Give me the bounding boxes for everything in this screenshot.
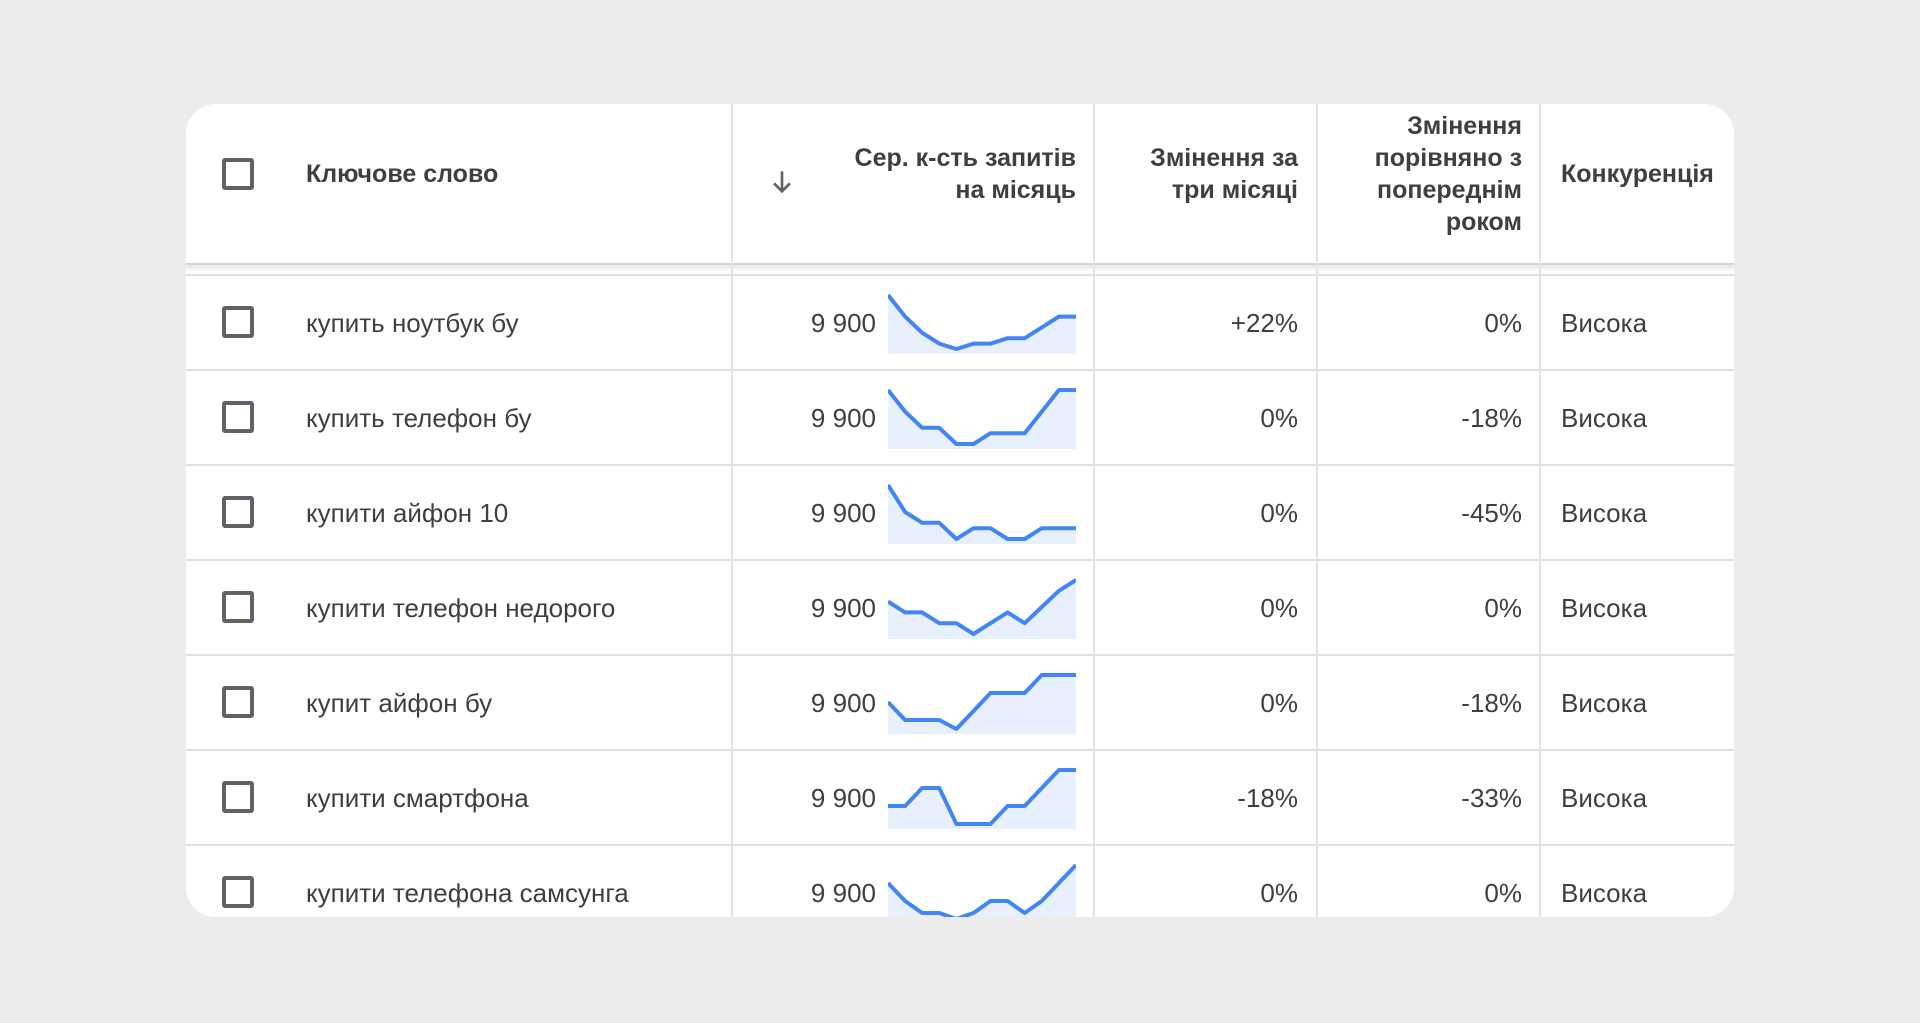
sparkline-line — [888, 483, 1076, 541]
three-month-change-cell: 0% — [1260, 498, 1298, 528]
yoy-change-cell: 0% — [1484, 878, 1522, 908]
avg-searches-cell: 9 900 — [810, 783, 876, 813]
avg-searches-cell: 9 900 — [810, 878, 876, 908]
table-row[interactable]: купити телефона самсунга 9 900 0% 0% Вис… — [186, 844, 1734, 917]
keyword-cell: купить ноутбук бу — [306, 308, 519, 338]
competition-cell: Висока — [1561, 403, 1648, 433]
trend-sparkline — [888, 293, 1076, 354]
table-row[interactable]: купити смартфона 9 900 -18% -33% Висока — [186, 749, 1734, 843]
yoy-change-cell: -33% — [1461, 783, 1522, 813]
three-month-change-cell: +22% — [1230, 308, 1298, 338]
sparkline-area — [888, 580, 1076, 639]
avg-searches-cell: 9 900 — [810, 403, 876, 433]
keyword-cell: купит айфон бу — [306, 688, 493, 718]
avg-searches-cell: 9 900 — [810, 308, 876, 338]
table-row[interactable]: купить телефон бу 9 900 0% -18% Висока — [186, 369, 1734, 463]
table-row[interactable]: купит айфон бу 9 900 0% -18% Висока — [186, 654, 1734, 748]
trend-sparkline — [888, 388, 1076, 449]
trend-sparkline — [888, 673, 1076, 734]
header-avg-searches-line1: Сер. к-сть запитів — [854, 144, 1076, 172]
sparkline-line — [888, 768, 1076, 826]
row-checkbox[interactable] — [222, 686, 254, 718]
sparkline-area — [888, 485, 1076, 544]
sparkline-area — [888, 295, 1076, 354]
yoy-change-cell: -18% — [1461, 688, 1522, 718]
row-checkbox[interactable] — [222, 306, 254, 338]
keyword-cell: купити телефона самсунга — [306, 878, 629, 908]
sparkline-area — [888, 390, 1076, 449]
table-row[interactable]: купить ноутбук бу 9 900 +22% 0% Висока — [186, 274, 1734, 368]
avg-searches-cell: 9 900 — [810, 593, 876, 623]
header-three-month-line1: Змінення за — [1150, 144, 1298, 172]
header-avg-searches-line2: на місяць — [955, 176, 1076, 204]
header-keyword[interactable]: Ключове слово — [306, 160, 499, 188]
row-checkbox[interactable] — [222, 401, 254, 433]
header-yoy-line4: роком — [1445, 208, 1522, 236]
keyword-cell: купити телефон недорого — [306, 593, 616, 623]
sparkline-line — [888, 863, 1076, 917]
keyword-ideas-table: Ключове слово Сер. к-сть запитів на міся… — [186, 104, 1734, 917]
sparkline-line — [888, 673, 1076, 731]
table-row[interactable]: купити телефон недорого 9 900 0% 0% Висо… — [186, 559, 1734, 653]
row-checkbox[interactable] — [222, 876, 254, 908]
yoy-change-cell: -18% — [1461, 403, 1522, 433]
header-yoy-line3: попереднім — [1377, 176, 1522, 204]
row-checkbox[interactable] — [222, 781, 254, 813]
sparkline-line — [888, 578, 1076, 636]
trend-sparkline — [888, 483, 1076, 544]
competition-cell: Висока — [1561, 688, 1648, 718]
three-month-change-cell: 0% — [1260, 688, 1298, 718]
header-three-month-change[interactable]: Змінення за три місяці — [1096, 142, 1298, 206]
column-divider — [1093, 104, 1095, 917]
competition-cell: Висока — [1561, 308, 1648, 338]
three-month-change-cell: -18% — [1237, 783, 1298, 813]
yoy-change-cell: -45% — [1461, 498, 1522, 528]
column-divider — [731, 104, 733, 917]
avg-searches-cell: 9 900 — [810, 688, 876, 718]
competition-cell: Висока — [1561, 783, 1648, 813]
competition-cell: Висока — [1561, 498, 1648, 528]
keyword-cell: купить телефон бу — [306, 403, 532, 433]
column-divider — [1539, 104, 1541, 917]
header-competition[interactable]: Конкуренція — [1561, 160, 1714, 188]
trend-sparkline — [888, 863, 1076, 917]
header-yoy-line1: Змінення — [1407, 112, 1522, 140]
arrow-down-icon[interactable] — [766, 166, 798, 198]
sparkline-line — [888, 293, 1076, 351]
three-month-change-cell: 0% — [1260, 593, 1298, 623]
competition-cell: Висока — [1561, 593, 1648, 623]
sparkline-area — [888, 770, 1076, 829]
competition-cell: Висока — [1561, 878, 1648, 908]
column-divider — [1316, 104, 1318, 917]
table-header: Ключове слово Сер. к-сть запитів на міся… — [186, 104, 1734, 265]
keyword-cell: купити смартфона — [306, 783, 529, 813]
trend-sparkline — [888, 578, 1076, 639]
keyword-cell: купити айфон 10 — [306, 498, 509, 528]
row-checkbox[interactable] — [222, 591, 254, 623]
table-row[interactable]: купити айфон 10 9 900 0% -45% Висока — [186, 464, 1734, 558]
three-month-change-cell: 0% — [1260, 403, 1298, 433]
trend-sparkline — [888, 768, 1076, 829]
sparkline-area — [888, 865, 1076, 917]
three-month-change-cell: 0% — [1260, 878, 1298, 908]
avg-searches-cell: 9 900 — [810, 498, 876, 528]
header-yoy-line2: порівняно з — [1374, 144, 1522, 172]
select-all-checkbox[interactable] — [222, 158, 254, 190]
yoy-change-cell: 0% — [1484, 593, 1522, 623]
row-checkbox[interactable] — [222, 496, 254, 528]
yoy-change-cell: 0% — [1484, 308, 1522, 338]
header-three-month-line2: три місяці — [1171, 176, 1298, 204]
header-avg-monthly-searches[interactable]: Сер. к-сть запитів на місяць — [806, 142, 1076, 206]
header-yoy-change[interactable]: Змінення порівняно з попереднім роком — [1322, 110, 1522, 238]
sparkline-line — [888, 388, 1076, 446]
